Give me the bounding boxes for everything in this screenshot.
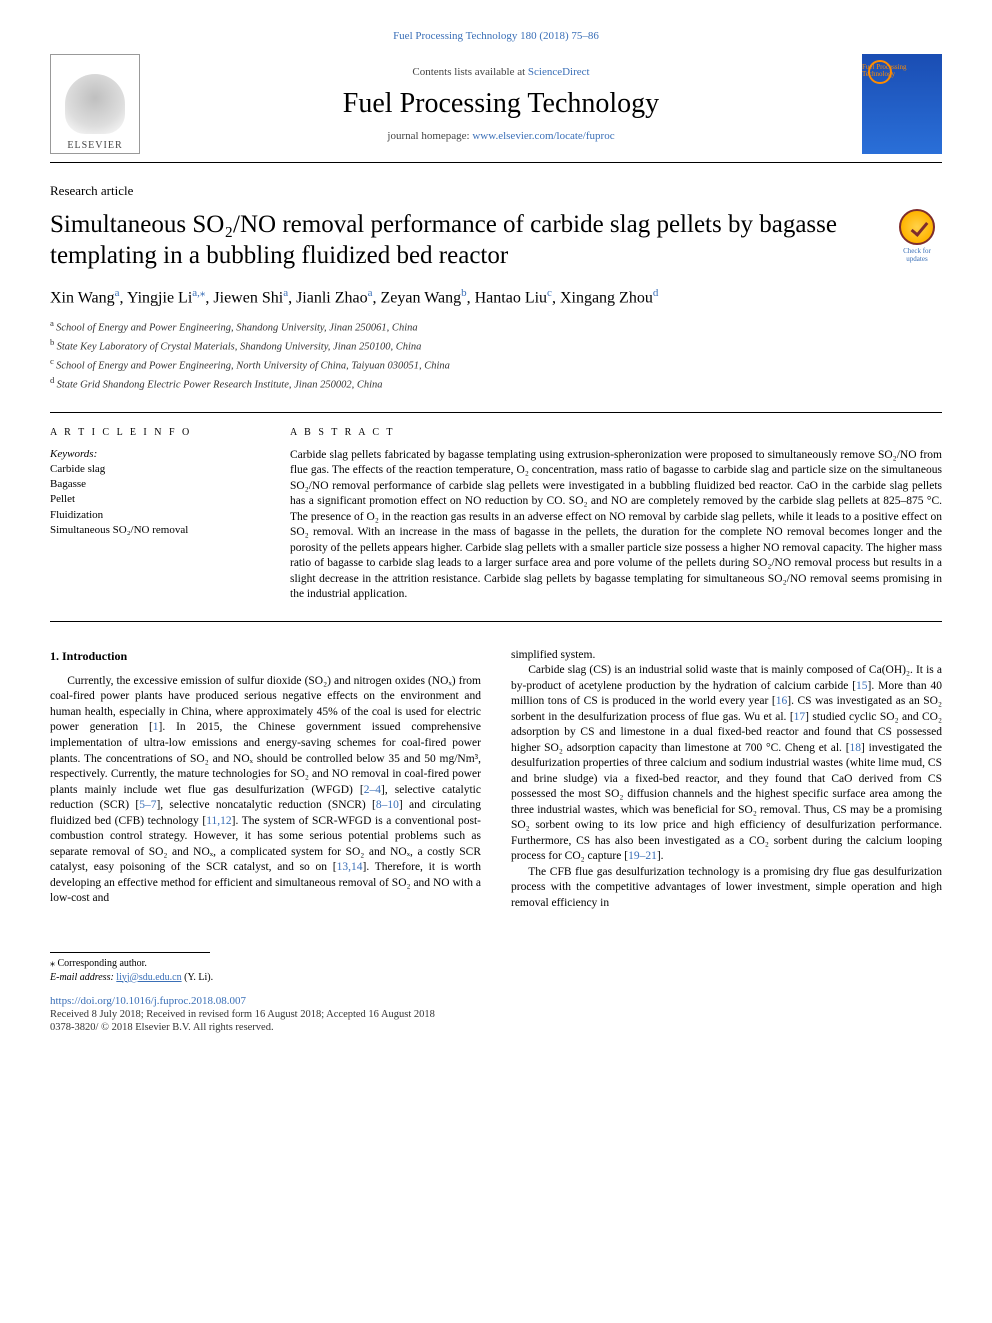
- ref-link[interactable]: 1: [153, 721, 159, 733]
- affiliations: a School of Energy and Power Engineering…: [50, 317, 942, 394]
- ref-link[interactable]: 17: [794, 711, 806, 723]
- ref-link[interactable]: 13,14: [337, 861, 363, 873]
- separator-rule-2: [50, 621, 942, 622]
- article-type: Research article: [50, 183, 942, 199]
- ref-link[interactable]: 11,12: [206, 815, 231, 827]
- cover-title: Fuel Processing Technology: [862, 64, 936, 78]
- footnote-rule: [50, 952, 210, 953]
- intro-para-1: Currently, the excessive emission of sul…: [50, 674, 481, 907]
- ref-link[interactable]: 16: [776, 695, 788, 707]
- intro-para-3: The CFB flue gas desulfurization technol…: [511, 865, 942, 912]
- elsevier-tree-icon: [65, 74, 125, 134]
- email-label: E-mail address:: [50, 972, 116, 983]
- email-suffix: (Y. Li).: [184, 972, 213, 983]
- check-updates-label: Check for updates: [892, 247, 942, 263]
- article-title: Simultaneous SO₂/NO removal performance …: [50, 209, 872, 272]
- article-info-col: A R T I C L E I N F O Keywords: Carbide …: [50, 427, 260, 603]
- check-updates-badge[interactable]: Check for updates: [892, 209, 942, 263]
- copyright-line: 0378-3820/ © 2018 Elsevier B.V. All righ…: [50, 1022, 942, 1033]
- corresponding-author: ⁎ Corresponding author.: [50, 957, 942, 971]
- masthead: ELSEVIER Contents lists available at Sci…: [50, 54, 942, 163]
- abstract-head: A B S T R A C T: [290, 427, 942, 438]
- intro-heading: 1. Introduction: [50, 648, 481, 664]
- checkmark-icon: [899, 209, 935, 245]
- homepage-line: journal homepage: www.elsevier.com/locat…: [160, 130, 842, 142]
- ref-link[interactable]: 18: [850, 742, 862, 754]
- ref-link[interactable]: 5–7: [139, 799, 156, 811]
- body-columns: 1. Introduction Currently, the excessive…: [50, 648, 942, 912]
- separator-rule: [50, 412, 942, 413]
- email-link[interactable]: liyj@sdu.edu.cn: [116, 972, 181, 983]
- masthead-center: Contents lists available at ScienceDirec…: [160, 66, 842, 142]
- elsevier-name: ELSEVIER: [67, 140, 122, 151]
- doi-link[interactable]: https://doi.org/10.1016/j.fuproc.2018.08…: [50, 995, 942, 1007]
- contents-prefix: Contents lists available at: [412, 66, 527, 78]
- authors-line: Xin Wanga, Yingjie Lia,⁎, Jiewen Shia, J…: [50, 286, 942, 307]
- abstract-col: A B S T R A C T Carbide slag pellets fab…: [290, 427, 942, 603]
- received-line: Received 8 July 2018; Received in revise…: [50, 1009, 942, 1020]
- sciencedirect-link[interactable]: ScienceDirect: [528, 66, 590, 78]
- journal-name: Fuel Processing Technology: [160, 88, 842, 120]
- keywords-list: Carbide slagBagassePelletFluidizationSim…: [50, 462, 260, 539]
- ref-link[interactable]: 19–21: [628, 850, 657, 862]
- homepage-prefix: journal homepage:: [387, 130, 472, 142]
- body-col-left: 1. Introduction Currently, the excessive…: [50, 648, 481, 912]
- ref-link[interactable]: 2–4: [364, 784, 381, 796]
- ref-link[interactable]: 8–10: [376, 799, 399, 811]
- intro-para-2: Carbide slag (CS) is an industrial solid…: [511, 663, 942, 865]
- journal-cover-thumb: Fuel Processing Technology: [862, 54, 942, 154]
- article-info-head: A R T I C L E I N F O: [50, 427, 260, 438]
- citation-line: Fuel Processing Technology 180 (2018) 75…: [50, 30, 942, 42]
- elsevier-logo: ELSEVIER: [50, 54, 140, 154]
- contents-line: Contents lists available at ScienceDirec…: [160, 66, 842, 78]
- footnotes: ⁎ Corresponding author. E-mail address: …: [50, 957, 942, 985]
- homepage-link[interactable]: www.elsevier.com/locate/fuproc: [472, 130, 614, 142]
- email-line: E-mail address: liyj@sdu.edu.cn (Y. Li).: [50, 971, 942, 985]
- intro-para-cont: simplified system.: [511, 648, 942, 664]
- keywords-label: Keywords:: [50, 448, 260, 460]
- abstract-text: Carbide slag pellets fabricated by bagas…: [290, 448, 942, 603]
- body-col-right: simplified system. Carbide slag (CS) is …: [511, 648, 942, 912]
- ref-link[interactable]: 15: [856, 680, 868, 692]
